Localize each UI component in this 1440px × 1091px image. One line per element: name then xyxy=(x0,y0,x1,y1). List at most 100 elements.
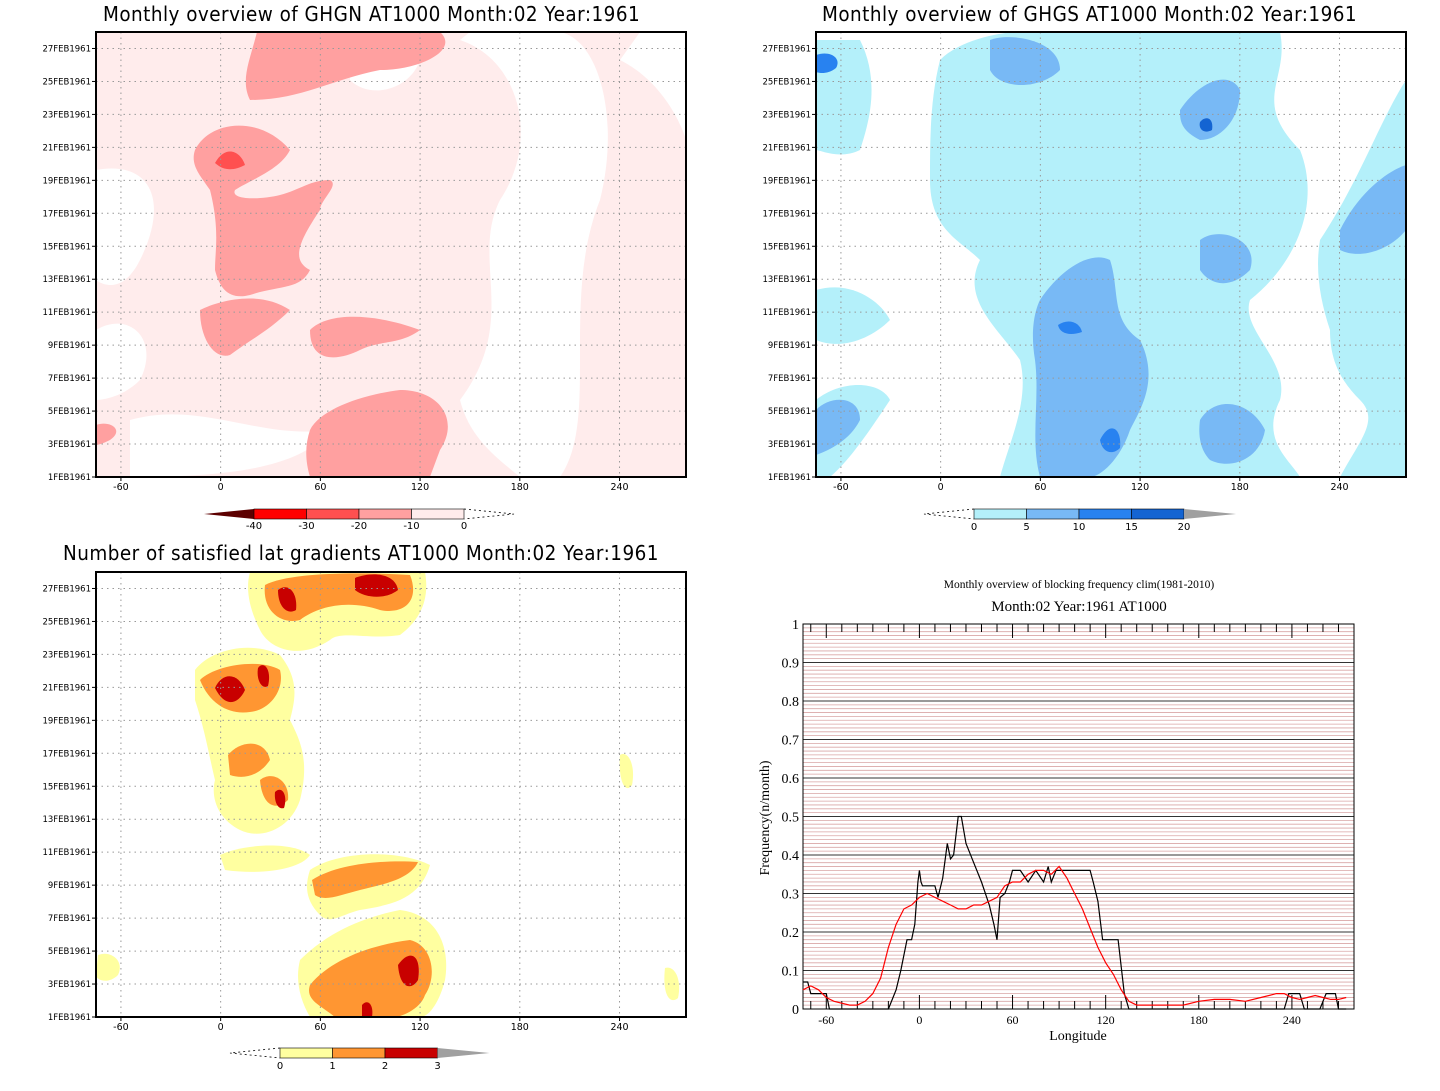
gradients-frame xyxy=(95,571,687,1018)
x-tick-label: 180 xyxy=(1231,482,1249,493)
colorbar-label: 3 xyxy=(434,1061,440,1072)
colorbar-label: 20 xyxy=(1178,522,1191,533)
ghgs-contours xyxy=(816,32,1406,477)
y-tick-label: 7FEB1961 xyxy=(768,374,811,384)
freq-y-tick-label: 0.5 xyxy=(782,811,800,826)
x-tick-label: 180 xyxy=(511,482,529,493)
gradients-1-area xyxy=(220,845,310,872)
y-tick-label: 23FEB1961 xyxy=(762,110,811,120)
ghgn-neg20-area xyxy=(215,151,245,170)
freq-title: Monthly overview of blocking frequency c… xyxy=(944,579,1215,591)
y-tick-label: 15FEB1961 xyxy=(762,242,811,252)
gradients-axes: -60 0 60 120 180 240 1FEB1961 3FEB1961 5FEB1961 7… xyxy=(42,584,628,1033)
x-tick-label: -60 xyxy=(113,482,129,493)
colorbar-extend-high xyxy=(437,1048,490,1058)
colorbar-label: -40 xyxy=(246,521,262,532)
freq-x-tick-label: 120 xyxy=(1097,1013,1115,1027)
ghgs-5-10-area xyxy=(990,37,1060,85)
y-tick-label: 17FEB1961 xyxy=(42,209,91,219)
x-tick-label: 120 xyxy=(411,1022,429,1033)
y-tick-label: 21FEB1961 xyxy=(42,143,91,153)
colorbar-segment xyxy=(1078,508,1132,520)
y-tick-label: 3FEB1961 xyxy=(48,440,91,450)
colorbar-segment xyxy=(358,508,412,520)
ghgn-neg10-area xyxy=(200,298,290,356)
colorbar-segment xyxy=(411,508,465,520)
gradients-colorbar: 0 1 2 3 xyxy=(229,1047,490,1072)
y-tick-label: 25FEB1961 xyxy=(762,77,811,87)
ghgs-5-10-area xyxy=(1180,79,1240,140)
freq-y-tick-label: 1 xyxy=(792,618,799,633)
y-tick-label: 9FEB1961 xyxy=(48,341,91,351)
x-tick-label: 240 xyxy=(610,482,628,493)
y-tick-label: 11FEB1961 xyxy=(42,308,91,318)
freq-y-tick-label: 0.1 xyxy=(782,965,800,980)
freq-xlabel: Longitude xyxy=(1049,1029,1107,1044)
gradients-3-area xyxy=(362,1002,373,1017)
y-tick-label: 25FEB1961 xyxy=(42,77,91,87)
y-tick-label: 11FEB1961 xyxy=(762,308,811,318)
x-tick-label: -60 xyxy=(833,482,849,493)
ghgs-10-15-area xyxy=(816,53,838,73)
y-tick-label: 15FEB1961 xyxy=(42,242,91,252)
ghgn-zero-area xyxy=(620,32,686,140)
x-tick-label: 60 xyxy=(314,1022,326,1033)
y-tick-label: 27FEB1961 xyxy=(42,44,91,54)
ghgn-zero-area xyxy=(460,32,608,477)
gradients-2-area xyxy=(228,743,270,777)
gradients-title: Number of satisfied lat gradients AT1000… xyxy=(63,541,659,565)
gradients-contours xyxy=(96,572,686,1017)
x-tick-label: 60 xyxy=(1034,482,1046,493)
y-tick-label: 1FEB1961 xyxy=(768,473,811,483)
ghgn-frame xyxy=(95,31,687,478)
colorbar-segment xyxy=(384,1047,438,1059)
y-tick-label: 3FEB1961 xyxy=(48,980,91,990)
colorbar-label: 10 xyxy=(1073,522,1086,533)
freq-y-tick-label: 0.6 xyxy=(782,772,800,787)
freq-x-tick-label: 60 xyxy=(1007,1013,1019,1027)
colorbar-extend-high xyxy=(463,508,515,520)
freq-y-tick-label: 0.8 xyxy=(782,695,800,710)
y-tick-label: 13FEB1961 xyxy=(42,275,91,285)
colorbar-extend-high xyxy=(1184,509,1236,519)
ghgs-frame xyxy=(815,31,1407,478)
ghgn-neg10-area xyxy=(96,423,117,445)
x-tick-label: 0 xyxy=(218,482,224,493)
freq-x-tick-label: -60 xyxy=(818,1013,834,1027)
ghgs-heatmap: -60 0 60 120 180 240 1FEB1961 3FEB1961 5FEB1961 7… xyxy=(762,31,1407,533)
x-tick-label: 180 xyxy=(511,1022,529,1033)
ghgs-0-5-area xyxy=(816,287,890,344)
y-tick-label: 25FEB1961 xyxy=(42,617,91,627)
colorbar-label: 0 xyxy=(461,521,467,532)
freq-subtitle: Month:02 Year:1961 AT1000 xyxy=(991,599,1166,615)
colorbar-segment xyxy=(973,508,1027,520)
y-tick-label: 27FEB1961 xyxy=(42,584,91,594)
gradients-2-area xyxy=(309,940,432,1017)
ghgn-contours xyxy=(96,32,686,477)
y-tick-label: 17FEB1961 xyxy=(762,209,811,219)
colorbar-segment xyxy=(306,508,360,520)
colorbar-label: 15 xyxy=(1125,522,1138,533)
y-tick-label: 23FEB1961 xyxy=(42,650,91,660)
x-tick-label: 120 xyxy=(1131,482,1149,493)
x-tick-label: 120 xyxy=(411,482,429,493)
freq-ylabel: Frequency(n/month) xyxy=(758,760,773,875)
y-tick-label: 9FEB1961 xyxy=(48,881,91,891)
colorbar-label: -20 xyxy=(351,521,367,532)
x-tick-label: 0 xyxy=(938,482,944,493)
y-tick-label: 19FEB1961 xyxy=(42,716,91,726)
ghgn-zero-area xyxy=(130,414,330,477)
ghgs-colorbar: 0 5 10 15 20 xyxy=(923,508,1236,533)
ghgn-neg10-area xyxy=(245,32,446,100)
ghgn-neg10-area xyxy=(306,390,448,477)
ghgn-zero-area xyxy=(96,168,154,285)
y-tick-label: 5FEB1961 xyxy=(48,407,91,417)
colorbar-label: 2 xyxy=(382,1061,388,1072)
y-tick-label: 11FEB1961 xyxy=(42,848,91,858)
gradients-heatmap: -60 0 60 120 180 2401FEB19613FEB19615FEB19617… xyxy=(42,571,687,1072)
ghgs-5-10-area xyxy=(1199,403,1265,464)
ghgn-axes: -60 0 60 120 180 240 1FEB1961 3FEB1961 5FEB1961 7… xyxy=(42,44,628,493)
colorbar-label: -30 xyxy=(298,521,314,532)
freq-y-tick-label: 0.3 xyxy=(782,888,800,903)
